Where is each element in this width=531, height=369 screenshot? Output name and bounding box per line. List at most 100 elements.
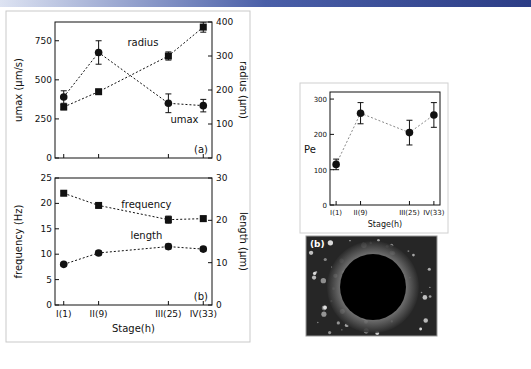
marker-circle	[199, 102, 207, 110]
marks	[60, 190, 207, 268]
particle	[309, 251, 313, 255]
particle	[321, 278, 326, 283]
marker-circle	[95, 249, 103, 257]
marker-square	[200, 24, 207, 31]
panel-label: (b)	[194, 291, 208, 302]
error-bar	[200, 22, 206, 32]
series-line	[64, 193, 204, 219]
x-tick	[63, 154, 64, 158]
y2-axis-label: length (μm)	[238, 212, 249, 271]
y2-tick	[208, 56, 212, 57]
particle	[324, 258, 327, 261]
marker-circle	[60, 261, 68, 269]
error-cap	[333, 159, 339, 160]
series-name: length	[130, 230, 162, 241]
particle	[313, 272, 316, 275]
series-name: radius	[127, 37, 158, 48]
error-cap	[165, 112, 171, 113]
particle	[423, 295, 428, 300]
y2-tick	[208, 305, 212, 306]
marker-square	[165, 53, 172, 60]
series-name: frequency	[121, 199, 171, 210]
series-line	[64, 52, 204, 105]
chart: 02505007500100200300400umax (μm/s)radius…	[13, 17, 249, 163]
marks	[332, 103, 437, 170]
marker-circle	[165, 99, 173, 107]
marker-circle	[406, 129, 414, 137]
particle	[337, 321, 340, 324]
x-tick	[63, 301, 64, 305]
y-tick	[55, 305, 59, 306]
chart: 05101520250102030I(1)II(9)III(25)IV(33)S…	[13, 173, 249, 334]
y-tick	[55, 203, 59, 204]
left-panel	[6, 11, 250, 342]
y2-tick-label: 400	[216, 17, 233, 27]
error-bar	[61, 91, 67, 104]
droplet	[340, 254, 406, 320]
y2-tick-label: 100	[216, 119, 233, 129]
marks	[60, 22, 207, 113]
photo-frame	[306, 236, 437, 336]
error-cap	[61, 90, 67, 91]
plot-frame	[55, 22, 212, 158]
x-tick	[433, 201, 434, 205]
y2-tick	[208, 178, 212, 179]
particle	[323, 306, 327, 310]
particle	[349, 240, 350, 241]
error-bar	[358, 103, 364, 124]
y-axis-label: frequency (Hz)	[13, 204, 24, 278]
particle	[328, 331, 331, 334]
marker-square	[60, 104, 67, 111]
y-tick-label: 20	[41, 198, 53, 208]
particle	[317, 322, 319, 324]
particle	[429, 287, 430, 288]
error-cap	[406, 144, 412, 145]
y-tick-label: 10	[41, 249, 53, 259]
x-tick	[98, 154, 99, 158]
marker-square	[60, 190, 67, 197]
y2-axis-label: radius (μm)	[238, 61, 249, 119]
error-cap	[200, 111, 206, 112]
x-tick	[360, 201, 361, 205]
particle	[412, 254, 415, 257]
y-tick	[55, 254, 59, 255]
y2-tick-label: 300	[216, 51, 233, 61]
particle	[328, 240, 333, 245]
marker-circle	[357, 109, 365, 117]
x-axis-label: Stage(h)	[368, 220, 402, 229]
plot-frame	[330, 92, 440, 205]
x-tick-label: I(1)	[56, 309, 71, 319]
x-tick-label: II(9)	[354, 209, 368, 217]
x-tick	[336, 201, 337, 205]
particle	[419, 328, 422, 331]
y-tick-label: 200	[314, 131, 327, 139]
x-tick	[98, 301, 99, 305]
y-tick-label: 500	[35, 75, 52, 85]
y-tick-label: 5	[46, 275, 52, 285]
error-cap	[358, 102, 364, 103]
halo	[327, 241, 419, 333]
y-tick	[55, 228, 59, 229]
y-tick	[330, 134, 334, 135]
x-tick-label: III(25)	[155, 309, 181, 319]
error-cap	[406, 120, 412, 121]
marker-square	[95, 202, 102, 209]
y2-tick-label: 30	[216, 173, 228, 183]
error-bar	[200, 216, 206, 221]
y-tick	[330, 99, 334, 100]
marker-circle	[95, 49, 103, 57]
y-tick-label: 750	[35, 36, 52, 46]
marker-circle	[165, 243, 173, 251]
slide: 02505007500100200300400umax (μm/s)radius…	[0, 0, 531, 369]
error-bar	[406, 120, 412, 145]
y-tick	[330, 205, 334, 206]
x-tick-label: II(9)	[90, 309, 108, 319]
error-cap	[200, 99, 206, 100]
y2-tick-label: 20	[216, 215, 228, 225]
y-tick	[55, 79, 59, 80]
error-cap	[165, 51, 171, 52]
error-bar	[96, 41, 102, 64]
y-tick-label: 0	[46, 153, 52, 163]
error-cap	[358, 123, 364, 124]
photo: (b)	[306, 236, 437, 336]
